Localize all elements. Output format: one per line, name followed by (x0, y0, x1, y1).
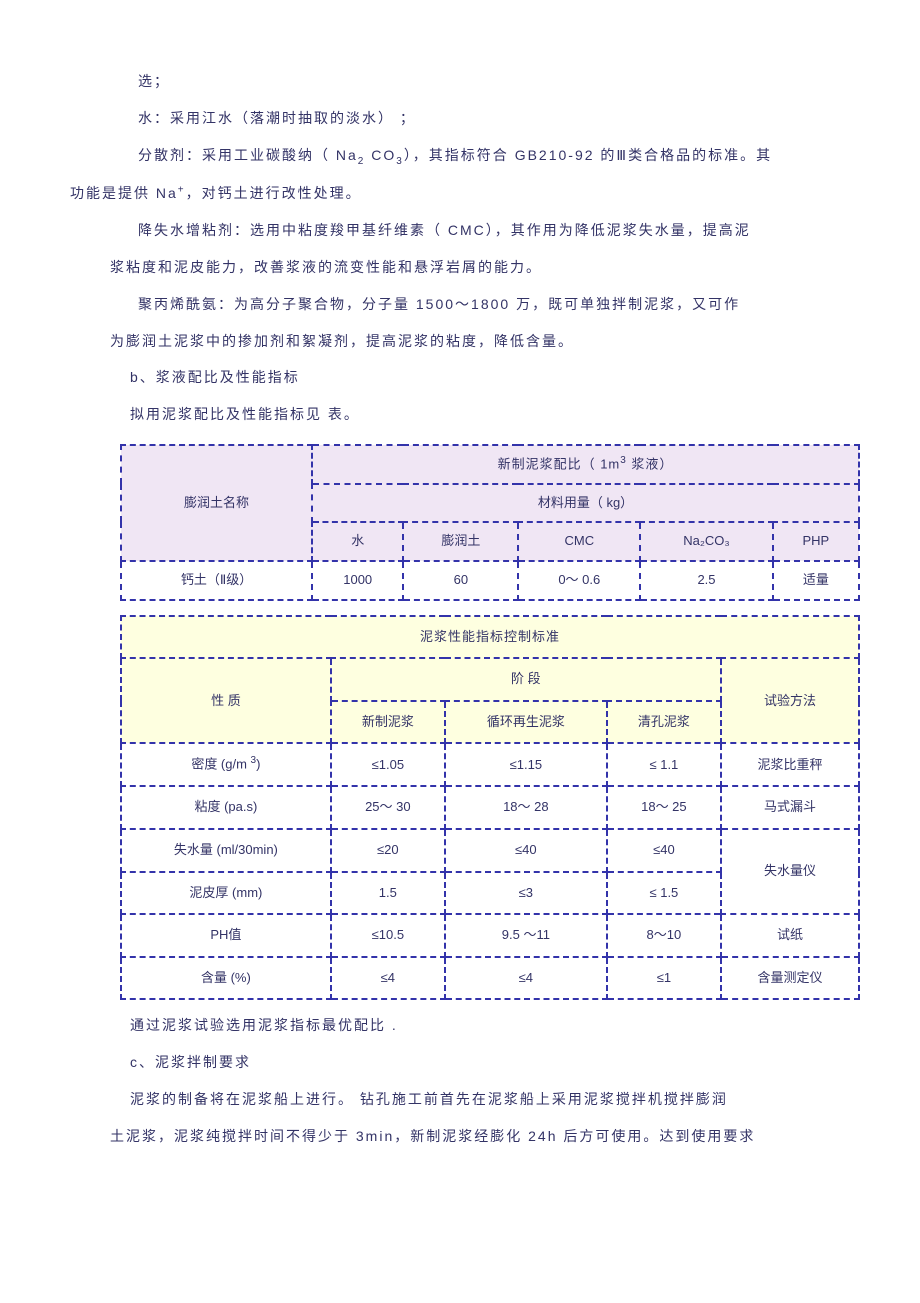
table-row: 含量 (%) ≤4 ≤4 ≤1 含量测定仪 (121, 957, 859, 1000)
cell: 18～ 28 (445, 786, 607, 829)
table-row: 失水量 (ml/30min) ≤20 ≤40 ≤40 失水量仪 (121, 829, 859, 872)
para-prep2: 土泥浆，泥浆纯搅拌时间不得少于 3min，新制泥浆经膨化 24h 后方可使用。达… (110, 1121, 870, 1152)
cell: 1000 (312, 561, 403, 600)
cell: 18～ 25 (607, 786, 721, 829)
prop-cell: 粘度 (pa.s) (121, 786, 331, 829)
stage-col: 新制泥浆 (331, 701, 445, 744)
mix-ratio-table: 膨润土名称 新制泥浆配比（ 1m3 浆液） 材料用量（ kg） 水 膨润土 CM… (120, 444, 860, 601)
cell: ≤ 1.1 (607, 743, 721, 786)
txt: 功能是提供 Na (70, 185, 178, 201)
table-row: 密度 (g/m 3) ≤1.05 ≤1.15 ≤ 1.1 泥浆比重秤 (121, 743, 859, 786)
stage-col: 清孔泥浆 (607, 701, 721, 744)
cell: 适量 (773, 561, 859, 600)
cell: ≤40 (607, 829, 721, 872)
sub: 3 (396, 155, 404, 166)
para-dispersant: 分散剂：采用工业碳酸纳（ Na2 CO3），其指标符合 GB210-92 的Ⅲ类… (110, 140, 870, 173)
col-bentonite: 膨润土 (403, 522, 518, 561)
col-php: PHP (773, 522, 859, 561)
cell: 马式漏斗 (721, 786, 859, 829)
cell: ≤4 (331, 957, 445, 1000)
table-row: PH值 ≤10.5 9.5 ～11 8～10 试纸 (121, 914, 859, 957)
col-water: 水 (312, 522, 403, 561)
table-row: 粘度 (pa.s) 25～ 30 18～ 28 18～ 25 马式漏斗 (121, 786, 859, 829)
performance-table: 泥浆性能指标控制标准 性 质 阶 段 试验方法 新制泥浆 循环再生泥浆 清孔泥浆… (120, 615, 860, 1001)
cell: 25～ 30 (331, 786, 445, 829)
cell: 1.5 (331, 872, 445, 915)
para-cmc2: 浆粘度和泥皮能力，改善浆液的流变性能和悬浮岩屑的能力。 (110, 252, 870, 283)
cell: 8～10 (607, 914, 721, 957)
txt: ) (256, 757, 260, 772)
cell: 9.5 ～11 (445, 914, 607, 957)
txt: 密度 (g/m (191, 757, 250, 772)
cell: 含量测定仪 (721, 957, 859, 1000)
sup: + (178, 185, 186, 196)
cell-name: 钙土（Ⅱ级） (121, 561, 312, 600)
heading-b: b、浆液配比及性能指标 (130, 362, 870, 393)
stage-col: 循环再生泥浆 (445, 701, 607, 744)
col-cmc: CMC (518, 522, 640, 561)
cell: ≤1.15 (445, 743, 607, 786)
para-water: 水：采用江水（落潮时抽取的淡水） ； (110, 103, 870, 134)
cell: 失水量仪 (721, 829, 859, 914)
para-php2: 为膨润土泥浆中的掺加剂和絮凝剂，提高泥浆的粘度，降低含量。 (110, 326, 870, 357)
col-name-header: 膨润土名称 (121, 445, 312, 561)
mix-title: 新制泥浆配比（ 1m3 浆液） (312, 445, 859, 484)
para-table-intro: 拟用泥浆配比及性能指标见 表。 (130, 399, 870, 430)
mix-materials-label: 材料用量（ kg） (312, 484, 859, 523)
cell: ≤1.05 (331, 743, 445, 786)
col-na2co3: Na₂CO₃ (640, 522, 773, 561)
para-cmc: 降失水增粘剂：选用中粘度羧甲基纤维素（ CMC），其作用为降低泥浆失水量，提高泥 (110, 215, 870, 246)
txt: 浆液） (627, 456, 674, 471)
cell: 0～ 0.6 (518, 561, 640, 600)
method-header: 试验方法 (721, 658, 859, 743)
para-optimal: 通过泥浆试验选用泥浆指标最优配比 . (130, 1010, 870, 1041)
prop-cell: 失水量 (ml/30min) (121, 829, 331, 872)
heading-c: c、泥浆拌制要求 (130, 1047, 870, 1078)
txt: 新制泥浆配比（ 1m (498, 456, 621, 471)
txt: CO (365, 147, 396, 163)
prop-header: 性 质 (121, 658, 331, 743)
cell: 2.5 (640, 561, 773, 600)
txt: 分散剂：采用工业碳酸纳（ Na (138, 147, 358, 163)
cell: ≤40 (445, 829, 607, 872)
prop-cell: 含量 (%) (121, 957, 331, 1000)
cell: ≤ 1.5 (607, 872, 721, 915)
cell: 试纸 (721, 914, 859, 957)
para-prep: 泥浆的制备将在泥浆船上进行。 钻孔施工前首先在泥浆船上采用泥浆搅拌机搅拌膨润 (130, 1084, 870, 1115)
prop-cell: 泥皮厚 (mm) (121, 872, 331, 915)
prop-cell: PH值 (121, 914, 331, 957)
para-php: 聚丙烯酰氨：为高分子聚合物，分子量 1500～1800 万，既可单独拌制泥浆，又… (110, 289, 870, 320)
prop-cell: 密度 (g/m 3) (121, 743, 331, 786)
txt: ），其指标符合 GB210-92 的Ⅲ类合格品的标准。其 (404, 147, 772, 163)
para-function: 功能是提供 Na+，对钙土进行改性处理。 (70, 178, 870, 209)
cell: ≤3 (445, 872, 607, 915)
cell: ≤1 (607, 957, 721, 1000)
txt: ，对钙土进行改性处理。 (186, 185, 362, 201)
cell: ≤20 (331, 829, 445, 872)
cell: ≤4 (445, 957, 607, 1000)
cell: 泥浆比重秤 (721, 743, 859, 786)
para-xuan: 选； (110, 66, 870, 97)
cell: ≤10.5 (331, 914, 445, 957)
cell: 60 (403, 561, 518, 600)
stage-header: 阶 段 (331, 658, 721, 701)
perf-title: 泥浆性能指标控制标准 (121, 616, 859, 659)
